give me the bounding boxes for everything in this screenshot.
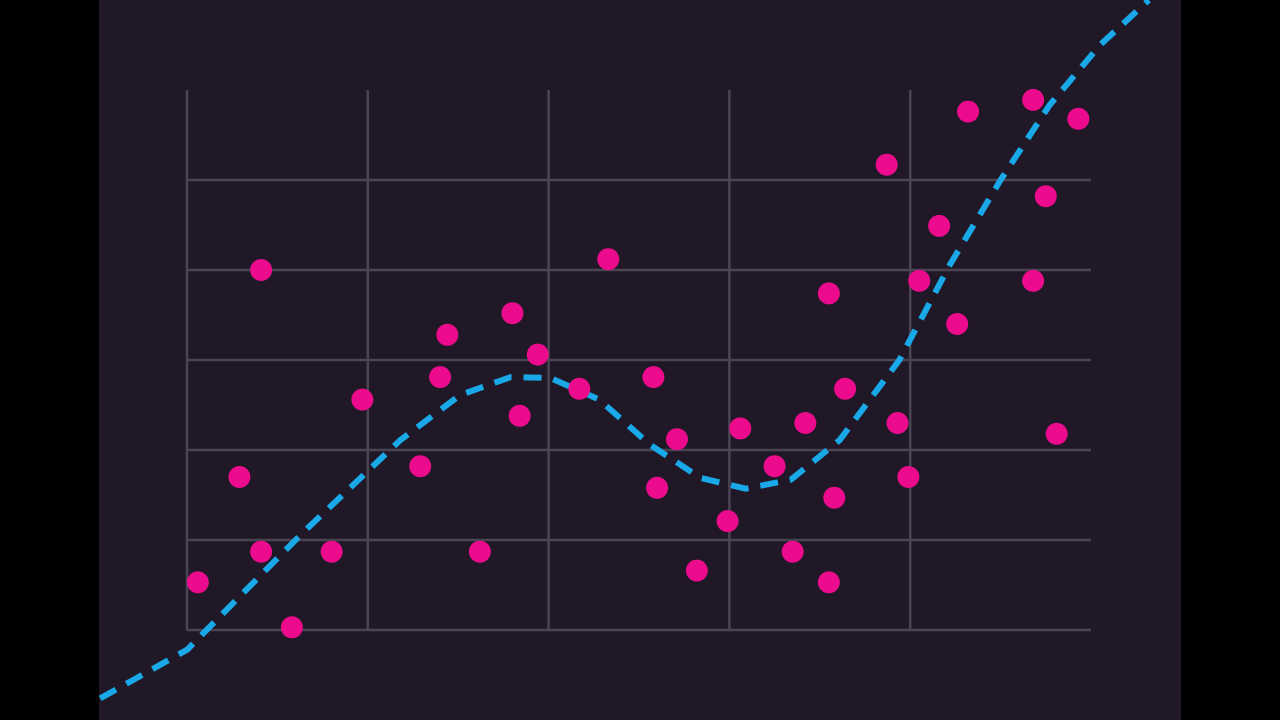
point <box>928 214 951 237</box>
point <box>429 366 452 389</box>
point <box>526 343 549 366</box>
point <box>646 476 669 499</box>
point <box>823 486 846 509</box>
point <box>228 466 251 488</box>
point <box>1045 422 1068 445</box>
point <box>280 616 303 639</box>
point <box>186 571 209 594</box>
point <box>946 313 969 335</box>
point <box>320 540 343 563</box>
point <box>886 412 909 434</box>
point <box>794 412 817 434</box>
point <box>436 323 459 346</box>
point <box>897 466 920 488</box>
point <box>685 559 708 582</box>
point <box>597 248 620 271</box>
point <box>763 455 786 478</box>
point <box>409 455 432 478</box>
point <box>875 153 898 176</box>
point <box>665 428 688 451</box>
point <box>834 377 857 400</box>
point <box>250 259 273 281</box>
point <box>716 510 739 533</box>
point <box>501 302 524 325</box>
point <box>817 282 840 305</box>
point <box>468 540 491 563</box>
point <box>817 571 840 594</box>
point <box>1022 269 1045 292</box>
point <box>642 366 665 389</box>
point <box>1034 185 1057 208</box>
plot <box>99 0 1151 702</box>
grid <box>185 90 1091 632</box>
point <box>1022 88 1045 111</box>
point <box>351 388 374 411</box>
point <box>568 377 591 400</box>
point <box>908 269 931 292</box>
point <box>781 540 804 563</box>
point <box>729 417 752 440</box>
point <box>1067 107 1090 130</box>
point <box>957 100 980 123</box>
trend-line <box>99 0 1151 702</box>
point <box>508 404 531 427</box>
point <box>250 540 273 563</box>
